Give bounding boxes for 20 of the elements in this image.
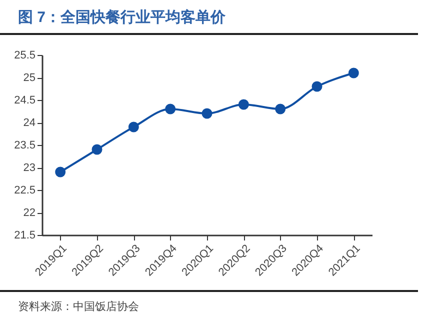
y-tick-label: 23: [23, 162, 36, 174]
y-tick-label: 22.5: [14, 184, 36, 196]
point: [202, 108, 212, 119]
point: [312, 81, 322, 92]
y-tick-label: 22: [23, 207, 36, 219]
y-tick-label: 25: [23, 72, 36, 84]
point: [92, 144, 102, 155]
point: [238, 99, 249, 110]
point: [55, 166, 66, 178]
y-tick-label: 25.5: [14, 50, 36, 62]
point: [128, 122, 139, 132]
point: [348, 68, 359, 78]
point: [275, 104, 286, 114]
y-tick-label: 21.5: [14, 230, 36, 242]
y-tick-label: 24.5: [14, 94, 36, 106]
text: 资料来源：中国饭店协会: [18, 300, 139, 314]
y-tick-label: 24: [23, 117, 36, 129]
point: [165, 104, 176, 114]
chart-title: 图 7：全国快餐行业平均客单价: [18, 8, 226, 27]
y-tick-label: 23.5: [14, 140, 36, 152]
